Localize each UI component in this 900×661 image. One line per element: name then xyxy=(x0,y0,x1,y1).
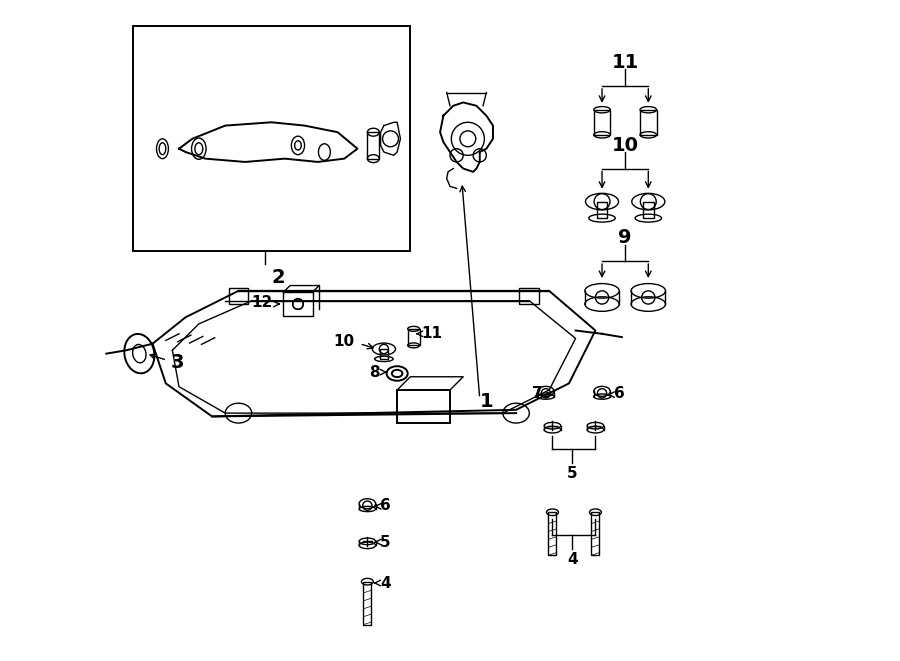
Text: 5: 5 xyxy=(567,466,578,481)
Bar xyxy=(643,202,653,218)
Text: 3: 3 xyxy=(171,353,184,371)
Text: 4: 4 xyxy=(567,552,578,567)
Text: 12: 12 xyxy=(252,295,273,310)
Text: 10: 10 xyxy=(333,334,355,349)
Text: 6: 6 xyxy=(380,498,391,513)
Text: 1: 1 xyxy=(480,393,493,411)
Bar xyxy=(594,110,610,135)
Text: 8: 8 xyxy=(369,365,379,379)
Bar xyxy=(397,390,450,423)
Text: 11: 11 xyxy=(421,327,443,341)
Text: 10: 10 xyxy=(612,136,639,155)
Text: 2: 2 xyxy=(271,268,285,287)
Text: 4: 4 xyxy=(380,576,391,590)
Text: 6: 6 xyxy=(614,387,625,401)
Bar xyxy=(380,349,388,359)
Bar xyxy=(408,329,419,345)
Text: 5: 5 xyxy=(380,535,391,549)
Bar xyxy=(591,512,599,555)
Bar xyxy=(367,132,379,159)
Bar xyxy=(519,288,539,304)
Bar xyxy=(364,582,372,625)
Bar xyxy=(640,110,657,135)
Text: 9: 9 xyxy=(618,229,632,247)
Bar xyxy=(284,292,312,316)
Bar xyxy=(229,288,248,304)
Bar xyxy=(597,202,608,218)
Text: 7: 7 xyxy=(532,387,543,401)
Text: 11: 11 xyxy=(611,54,639,72)
Bar xyxy=(548,512,556,555)
Bar xyxy=(132,26,410,251)
